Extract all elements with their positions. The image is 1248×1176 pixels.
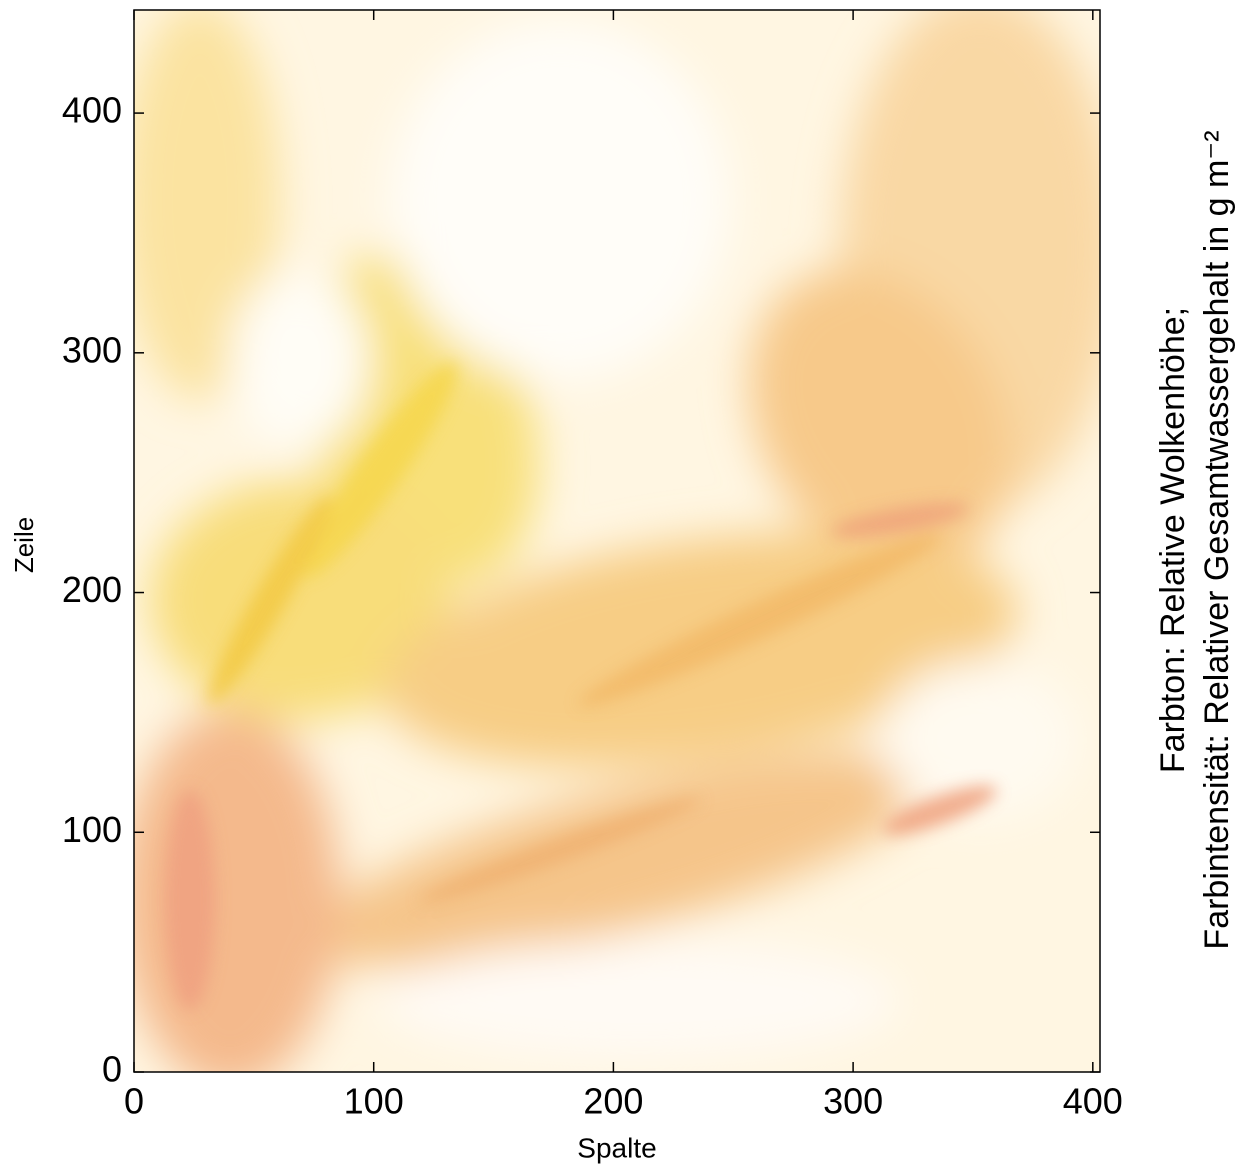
y-tick-label: 100 [62, 809, 122, 850]
y-tick-label: 0 [102, 1049, 122, 1090]
y-tick-label: 200 [62, 569, 122, 610]
x-axis-label: Spalte [577, 1132, 656, 1163]
colorbar-label: Farbton: Relative Wolkenhöhe; [1154, 307, 1192, 773]
x-tick-label: 200 [583, 1081, 643, 1122]
cloud-image [134, 10, 1100, 1072]
colorbar-label: Farbintensität: Relativer Gesamtwasserge… [1198, 130, 1236, 949]
y-axis-label: Zeile [9, 517, 39, 573]
x-tick-label: 100 [344, 1081, 404, 1122]
axes: 0 100 200 300 400 0 100 200 300 400 [62, 10, 1123, 1122]
x-tick-label: 0 [124, 1081, 144, 1122]
y-tick-label: 300 [62, 329, 122, 370]
plot-frame [133, 9, 1101, 1073]
x-tick-label: 300 [823, 1081, 883, 1122]
x-tick-label: 400 [1063, 1081, 1123, 1122]
y-tick-label: 400 [62, 90, 122, 131]
